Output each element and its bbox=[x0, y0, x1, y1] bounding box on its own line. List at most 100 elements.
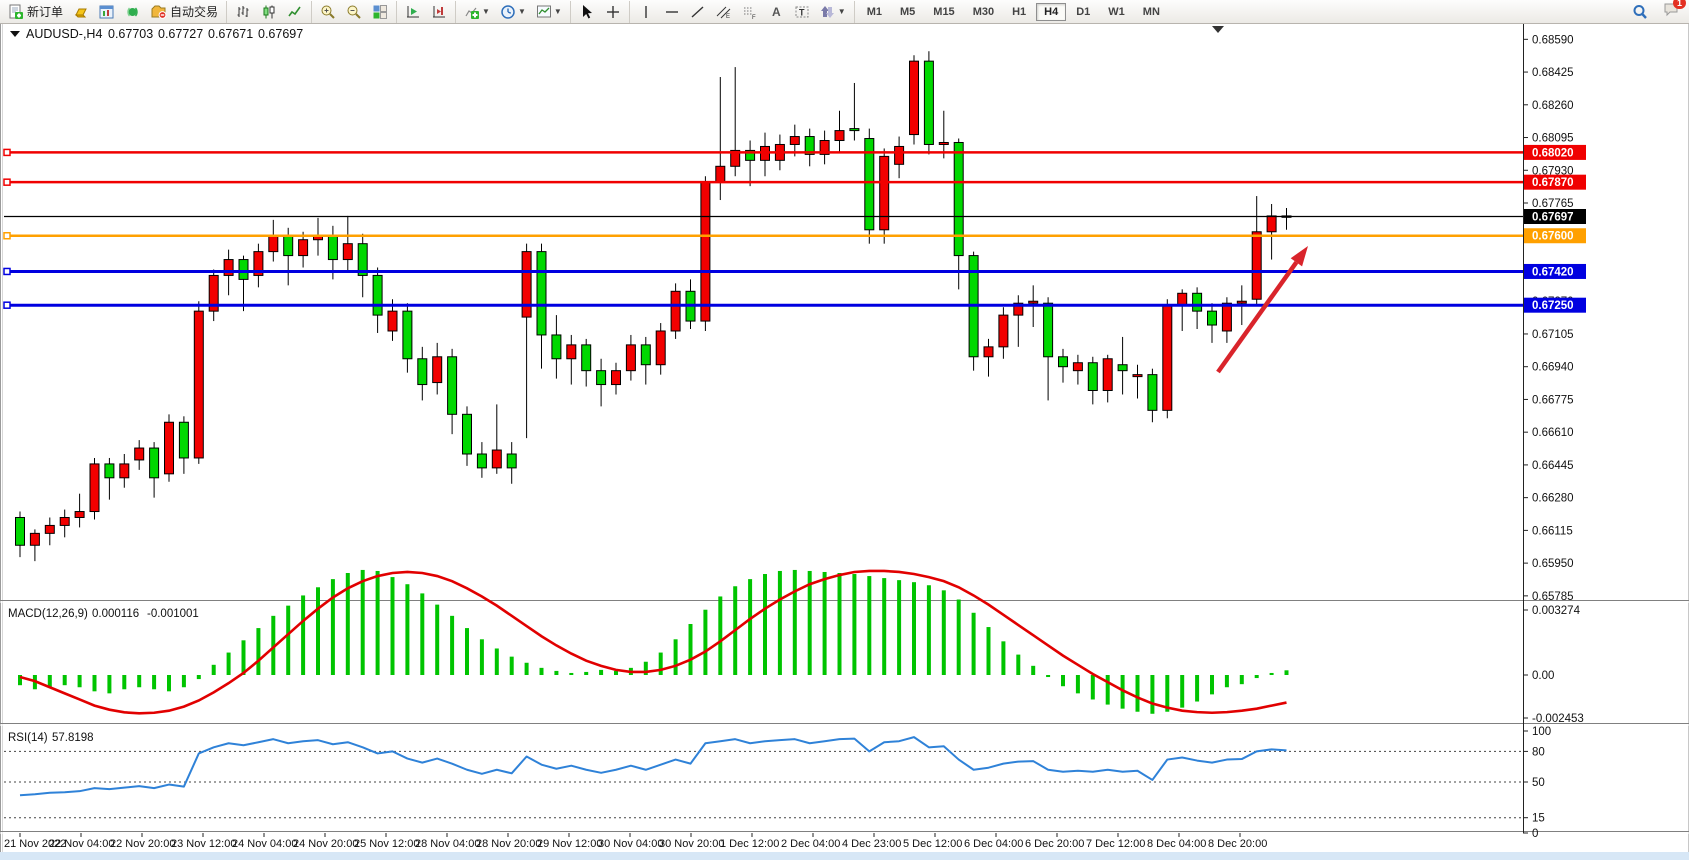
time-axis-label: 24 Nov 20:00 bbox=[293, 838, 358, 850]
price-axis-tick: 0.68260 bbox=[1532, 100, 1574, 112]
toolbar-group-5 bbox=[569, 0, 629, 23]
candle bbox=[476, 442, 487, 478]
timeframe-m15-button[interactable]: M15 bbox=[933, 5, 955, 18]
signals-button[interactable] bbox=[121, 1, 145, 23]
fibonacci-button[interactable]: F bbox=[738, 1, 762, 23]
chart-end-marker-icon[interactable] bbox=[1212, 26, 1224, 33]
candle bbox=[968, 251, 979, 371]
cursor-button[interactable] bbox=[575, 1, 599, 23]
charts-button[interactable] bbox=[95, 1, 119, 23]
time-axis-label: 7 Dec 12:00 bbox=[1086, 838, 1145, 850]
chevron-down-icon[interactable]: ▼ bbox=[837, 7, 846, 16]
timeframe-mn-button[interactable]: MN bbox=[1142, 5, 1160, 18]
hline-handle[interactable] bbox=[3, 178, 11, 186]
price-hline-0.67250[interactable] bbox=[3, 301, 1523, 309]
time-axis-label: 22 Nov 20:00 bbox=[110, 838, 175, 850]
tile-windows-button[interactable] bbox=[368, 1, 392, 23]
svg-text:0.67870: 0.67870 bbox=[1532, 177, 1574, 189]
text-button[interactable]: A bbox=[764, 1, 788, 23]
templates-button[interactable]: ▼ bbox=[532, 1, 566, 23]
time-axis-label: 30 Nov 20:00 bbox=[659, 838, 724, 850]
candle bbox=[730, 67, 741, 177]
time-axis-label: 21 Nov 2022 bbox=[4, 838, 66, 850]
search-button[interactable] bbox=[1628, 1, 1652, 23]
time-axis-label: 8 Dec 04:00 bbox=[1147, 838, 1206, 850]
price-hline-0.67870[interactable] bbox=[3, 178, 1523, 186]
horizontal-line-button[interactable] bbox=[660, 1, 684, 23]
label-button[interactable]: T bbox=[790, 1, 814, 23]
hline-handle[interactable] bbox=[3, 231, 11, 240]
price-hline-0.68020[interactable] bbox=[3, 148, 1523, 157]
svg-text:A: A bbox=[772, 5, 781, 19]
price-axis-tick: 0.67105 bbox=[1532, 329, 1574, 341]
price-axis-tick: 0.66940 bbox=[1532, 362, 1574, 374]
timeframe-d1-button[interactable]: D1 bbox=[1076, 5, 1091, 18]
new-order-button[interactable]: 新订单 bbox=[4, 1, 67, 23]
line-chart-button[interactable] bbox=[283, 1, 307, 23]
macd-bar bbox=[956, 599, 961, 675]
chart-shift-button[interactable] bbox=[427, 1, 451, 23]
macd-bar bbox=[375, 570, 380, 675]
vertical-line-button[interactable] bbox=[634, 1, 658, 23]
channel-button[interactable]: E bbox=[712, 1, 736, 23]
timeframe-m1-button[interactable]: M1 bbox=[866, 5, 882, 18]
macd-panel[interactable]: 0.003274 0.00 -0.002453 MACD(12,26,9) 0.0001… bbox=[8, 569, 1584, 725]
arrows-button[interactable]: ▼ bbox=[816, 1, 850, 23]
candlestick-chart-button[interactable] bbox=[257, 1, 281, 23]
macd-bar bbox=[986, 627, 991, 675]
candle bbox=[1087, 356, 1098, 405]
macd-bar bbox=[509, 656, 514, 675]
timeframe-h4-button[interactable]: H4 bbox=[1036, 2, 1067, 21]
autotrade-button[interactable]: 自动交易 bbox=[147, 1, 222, 23]
candle bbox=[581, 338, 592, 387]
periods-button[interactable]: ▼ bbox=[496, 1, 530, 23]
symbol-dropdown-icon[interactable] bbox=[10, 31, 20, 37]
gold-button[interactable] bbox=[69, 1, 93, 23]
candle bbox=[521, 243, 532, 439]
macd-bar bbox=[479, 639, 484, 675]
hline-handle[interactable] bbox=[3, 301, 11, 309]
bar-chart-button[interactable] bbox=[231, 1, 255, 23]
annotation-layer bbox=[1216, 246, 1308, 374]
trend-arrow-annotation[interactable] bbox=[1216, 246, 1308, 374]
zoom-in-icon bbox=[321, 5, 335, 19]
notifications-button[interactable]: 1 bbox=[1663, 0, 1686, 22]
autotrade-icon bbox=[151, 5, 167, 19]
timeframe-w1-button[interactable]: W1 bbox=[1108, 5, 1125, 18]
macd-bar bbox=[718, 596, 723, 675]
macd-bar bbox=[211, 664, 216, 675]
macd-bar bbox=[465, 628, 469, 675]
chevron-down-icon[interactable]: ▼ bbox=[517, 7, 526, 16]
chevron-down-icon[interactable]: ▼ bbox=[553, 7, 562, 16]
zoom-in-button[interactable] bbox=[316, 1, 340, 23]
auto-scroll-button[interactable] bbox=[401, 1, 425, 23]
macd-bar bbox=[405, 584, 410, 675]
candle bbox=[1102, 354, 1113, 403]
macd-bar bbox=[658, 652, 663, 675]
zoom-out-button[interactable] bbox=[342, 1, 366, 23]
macd-bar bbox=[1239, 675, 1244, 685]
hline-handle[interactable] bbox=[3, 267, 11, 276]
price-axis-tick: 0.67765 bbox=[1532, 198, 1574, 210]
timeframe-h1-button[interactable]: H1 bbox=[1012, 5, 1027, 18]
price-hline-0.67600[interactable] bbox=[3, 231, 1523, 240]
timeframe-m5-button[interactable]: M5 bbox=[900, 5, 916, 18]
macd-bar bbox=[748, 579, 753, 675]
indicators-button[interactable]: ▼ bbox=[460, 1, 494, 23]
chevron-down-icon[interactable]: ▼ bbox=[482, 7, 490, 16]
candle bbox=[178, 416, 189, 474]
bars-chart-icon bbox=[237, 5, 249, 17]
toolbar-group-2 bbox=[311, 0, 396, 23]
crosshair-button[interactable] bbox=[601, 1, 625, 23]
price-hline-0.67420[interactable] bbox=[3, 267, 1523, 276]
rsi-axis-tick: 15 bbox=[1532, 813, 1545, 825]
hline-handle[interactable] bbox=[3, 148, 11, 157]
candle bbox=[789, 124, 800, 157]
macd-bar bbox=[1254, 675, 1259, 679]
timeframe-m30-button[interactable]: M30 bbox=[972, 5, 995, 18]
macd-bar bbox=[867, 576, 872, 675]
trendline-button[interactable] bbox=[686, 1, 710, 23]
rsi-panel[interactable]: 100 80 50 15 0 RSI(14) 57.8198 bbox=[4, 726, 1551, 840]
macd-bar bbox=[330, 579, 335, 675]
